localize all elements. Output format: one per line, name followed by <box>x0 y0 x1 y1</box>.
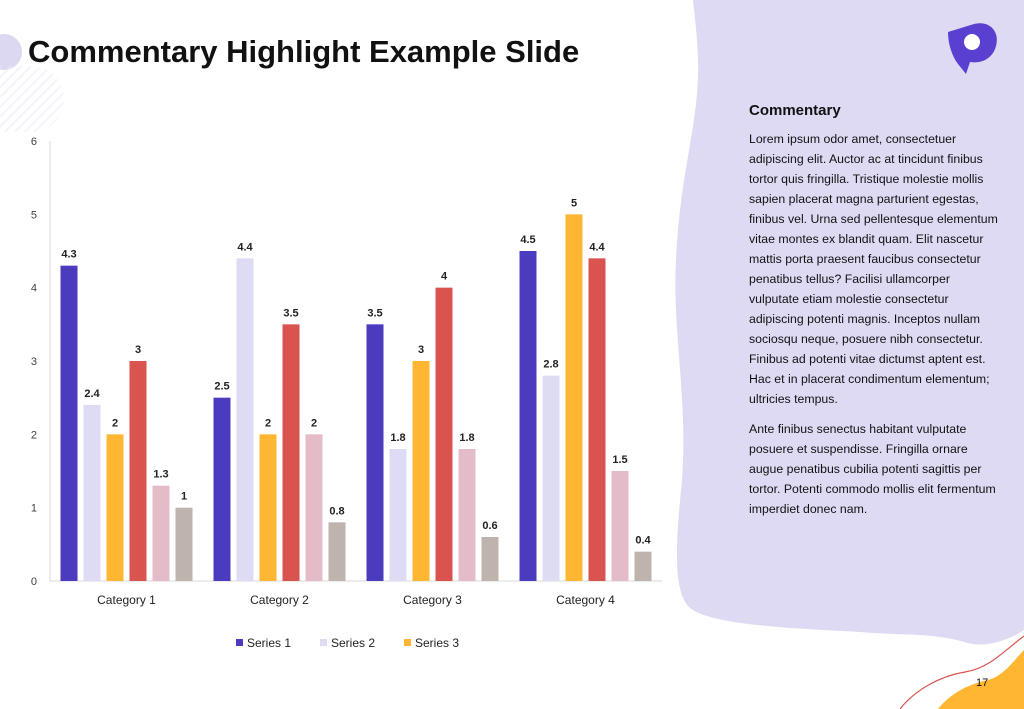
bar <box>565 214 583 582</box>
y-tick-label: 6 <box>31 136 37 148</box>
x-tick-label: Category 3 <box>403 593 462 607</box>
commentary-panel: Commentary Lorem ipsum odor amet, consec… <box>749 102 999 529</box>
bar <box>611 471 629 581</box>
bar <box>588 258 606 581</box>
data-label: 2 <box>112 417 118 429</box>
bar <box>328 522 346 581</box>
slide-title: Commentary Highlight Example Slide <box>28 34 580 69</box>
y-tick-label: 1 <box>31 503 37 515</box>
bar <box>366 324 384 581</box>
legend-label: Series 3 <box>415 636 459 650</box>
bar <box>60 265 78 581</box>
legend-label: Series 1 <box>247 636 291 650</box>
data-label: 1 <box>181 491 187 503</box>
bar <box>458 449 476 581</box>
bar <box>106 434 124 581</box>
data-label: 2 <box>311 417 317 429</box>
data-label: 3 <box>418 344 424 356</box>
data-label: 3.5 <box>283 307 298 319</box>
bar <box>236 258 254 581</box>
data-label: 4.3 <box>61 249 76 261</box>
y-tick-label: 0 <box>31 576 37 588</box>
bar <box>389 449 407 581</box>
data-label: 4.4 <box>237 241 253 253</box>
bar <box>305 434 323 581</box>
bar <box>83 405 101 581</box>
bar <box>282 324 300 581</box>
data-label: 2.4 <box>84 388 100 400</box>
commentary-paragraph-1: Lorem ipsum odor amet, consectetuer adip… <box>749 132 998 406</box>
legend-swatch <box>236 639 243 646</box>
data-label: 4 <box>441 271 448 283</box>
bar-chart: 0 1 2 3 4 5 6 4.3 2.4 2 3 1.3 1 Category 1 2.5 4.4 2 3.5 2… <box>31 136 662 650</box>
bar <box>435 287 453 581</box>
y-tick-label: 4 <box>31 283 37 295</box>
data-label: 1.5 <box>612 454 627 466</box>
footer-red-line <box>899 635 1024 709</box>
legend-swatch <box>320 639 327 646</box>
legend-label: Series 2 <box>331 636 375 650</box>
data-label: 1.8 <box>390 432 405 444</box>
bar <box>519 251 537 581</box>
data-label: 4.5 <box>520 234 535 246</box>
bar <box>481 537 499 581</box>
page-number: 17 <box>976 677 989 689</box>
commentary-paragraph-2: Ante finibus senectus habitant vulputate… <box>749 422 996 516</box>
brand-logo-icon <box>948 23 997 74</box>
commentary-heading: Commentary <box>749 102 841 119</box>
data-label: 0.6 <box>482 520 497 532</box>
data-label: 3.5 <box>367 307 382 319</box>
data-label: 5 <box>571 197 577 209</box>
x-tick-label: Category 1 <box>97 593 156 607</box>
data-label: 4.4 <box>589 241 605 253</box>
data-label: 1.8 <box>459 432 474 444</box>
data-label: 0.8 <box>329 505 344 517</box>
y-tick-label: 2 <box>31 429 37 441</box>
legend-swatch <box>404 639 411 646</box>
data-label: 2.5 <box>214 381 229 393</box>
data-label: 0.4 <box>635 535 651 547</box>
decorative-hatch-pattern <box>0 66 64 132</box>
y-tick-label: 5 <box>31 209 37 221</box>
data-label: 1.3 <box>153 469 168 481</box>
bar <box>412 361 430 581</box>
decorative-circle <box>0 34 22 70</box>
bar <box>213 397 231 581</box>
bar <box>152 485 170 581</box>
x-tick-label: Category 2 <box>250 593 309 607</box>
data-label: 2.8 <box>543 359 558 371</box>
data-label: 3 <box>135 344 141 356</box>
y-tick-label: 3 <box>31 356 37 368</box>
data-label: 2 <box>265 417 271 429</box>
x-tick-label: Category 4 <box>556 593 615 607</box>
bar <box>542 375 560 581</box>
bar <box>129 361 147 581</box>
bar <box>175 507 193 581</box>
footer-orange-shape <box>938 650 1024 709</box>
commentary-panel-background <box>675 0 1024 645</box>
bar <box>634 551 652 581</box>
bar <box>259 434 277 581</box>
